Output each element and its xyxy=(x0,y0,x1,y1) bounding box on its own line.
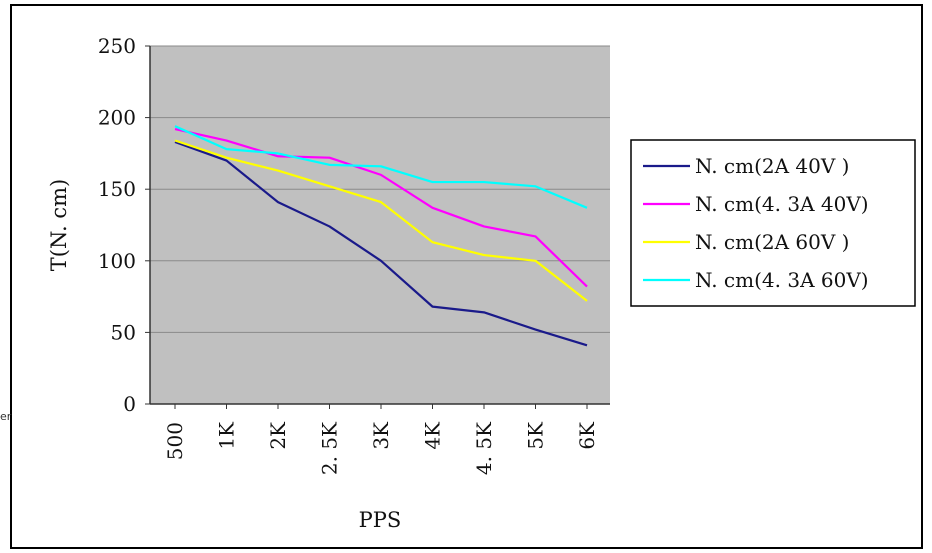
legend-label-1: N. cm(2A 40V ) xyxy=(695,154,849,178)
legend: N. cm(2A 40V ) N. cm(4. 3A 40V) N. cm(2A 6… xyxy=(630,139,916,307)
x-tick-label: 4. 5K xyxy=(472,421,496,475)
y-tick-label: 250 xyxy=(98,34,136,58)
x-tick-label: 1K xyxy=(215,421,239,450)
series-line-1 xyxy=(174,140,588,347)
series-line-2 xyxy=(174,127,588,288)
axes xyxy=(145,45,610,409)
x-tick-label: 6K xyxy=(575,421,599,450)
legend-box xyxy=(630,139,916,307)
series-line-3 xyxy=(174,139,588,302)
legend-label-2: N. cm(4. 3A 40V) xyxy=(695,192,869,216)
y-tick-labels: 0 50 100 150 200 250 xyxy=(98,34,136,416)
x-tick-labels: 500 1K 2K 2. 5K 3K 4K 4. 5K 5K 6K xyxy=(163,421,599,475)
plot-area xyxy=(150,46,610,404)
y-tick-label: 200 xyxy=(98,106,136,130)
y-tick-label: 0 xyxy=(123,392,136,416)
y-tick-label: 100 xyxy=(98,249,136,273)
series-line-4 xyxy=(174,125,588,209)
x-tick-label: 2K xyxy=(266,421,290,450)
x-tick-label: 500 xyxy=(163,422,187,460)
stray-text: er xyxy=(0,410,12,423)
legend-label-3: N. cm(2A 60V ) xyxy=(695,230,849,254)
x-tick-label: 5K xyxy=(524,421,548,450)
x-tick-label: 4K xyxy=(421,421,445,450)
legend-label-4: N. cm(4. 3A 60V) xyxy=(695,268,869,292)
x-tick-label: 2. 5K xyxy=(318,421,342,475)
series-lines xyxy=(174,125,588,347)
x-tick-label: 3K xyxy=(369,421,393,450)
x-axis-title: PPS xyxy=(359,508,402,532)
y-axis-title: T(N. cm) xyxy=(47,179,71,271)
y-tick-label: 50 xyxy=(111,320,136,344)
y-tick-label: 150 xyxy=(98,177,136,201)
